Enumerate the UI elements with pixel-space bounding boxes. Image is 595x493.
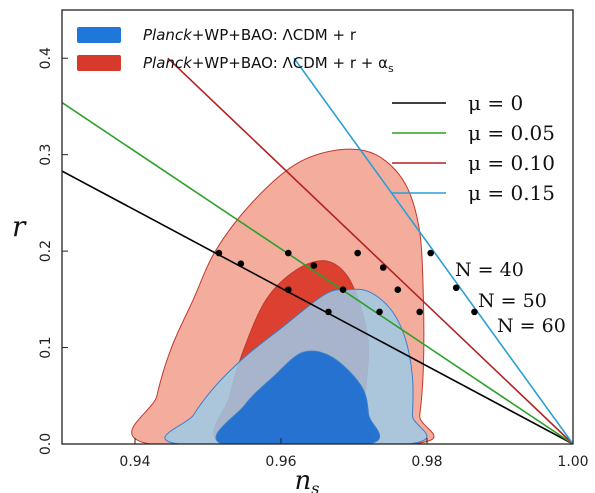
annotation-n60: N = 60	[497, 315, 566, 337]
line-mu-010	[167, 57, 573, 444]
n-point	[394, 286, 402, 293]
n-point	[379, 264, 387, 271]
contour-regions	[131, 148, 435, 444]
n-point	[339, 286, 347, 293]
n-point	[427, 249, 434, 257]
y-tick-label: 0.3	[38, 144, 54, 166]
n-point	[354, 249, 361, 257]
line-mu-005	[62, 101, 573, 444]
legend-text-mu-005: μ = 0.05	[468, 121, 555, 145]
annotation-n50: N = 50	[478, 290, 547, 312]
legend-text-mu-010: μ = 0.10	[468, 151, 555, 175]
legend-swatch-lcdm-alpha	[77, 55, 121, 71]
legend-swatch-lcdm	[77, 27, 121, 43]
y-tick-label: 0.4	[38, 47, 54, 69]
n-point	[215, 249, 223, 257]
mu-lines	[62, 57, 573, 444]
n-point	[376, 308, 383, 316]
y-ticks: 0.0 0.1 0.2 0.3 0.4	[38, 47, 68, 455]
y-tick-label: 0.2	[38, 240, 54, 262]
n-point	[285, 286, 292, 293]
x-tick-label: 0.96	[265, 454, 296, 470]
x-tick-label: 0.98	[411, 454, 442, 470]
legend-text-mu-0: μ = 0	[468, 91, 523, 115]
line-mu-0	[62, 170, 573, 444]
n-point	[310, 262, 318, 269]
annotation-n40: N = 40	[455, 259, 524, 281]
y-tick-label: 0.1	[38, 336, 54, 358]
x-axis-label-sub: s	[311, 479, 319, 493]
n-point	[452, 284, 460, 292]
legend-label-lcdm: Planck+WP+BAO: ΛCDM + r	[143, 26, 357, 44]
n-point	[237, 260, 245, 267]
x-tick-label: 0.94	[119, 454, 150, 470]
x-tick-label: 1.00	[557, 454, 588, 470]
line-mu-015	[293, 57, 573, 444]
n-point	[416, 308, 424, 316]
region-lcdm-1sigma	[215, 350, 381, 444]
x-axis-label-main: n	[295, 466, 312, 493]
x-axis-label: ns	[295, 466, 320, 493]
line-legend: μ = 0 μ = 0.05 μ = 0.10 μ = 0.15	[392, 91, 555, 205]
y-tick-label: 0.0	[38, 433, 54, 455]
n-point	[285, 249, 292, 257]
x-ticks: 0.94 0.96 0.98 1.00	[119, 438, 589, 470]
n-points	[215, 249, 478, 316]
legend-text-mu-015: μ = 0.15	[468, 181, 555, 205]
plot-frame	[61, 9, 574, 445]
n-point	[471, 308, 478, 316]
region-legend: Planck+WP+BAO: ΛCDM + r Planck+WP+BAO: Λ…	[77, 26, 394, 75]
n-point	[325, 308, 332, 316]
legend-label-lcdm-alpha: Planck+WP+BAO: ΛCDM + r + αs	[143, 54, 394, 75]
y-axis-label: r	[12, 210, 27, 243]
